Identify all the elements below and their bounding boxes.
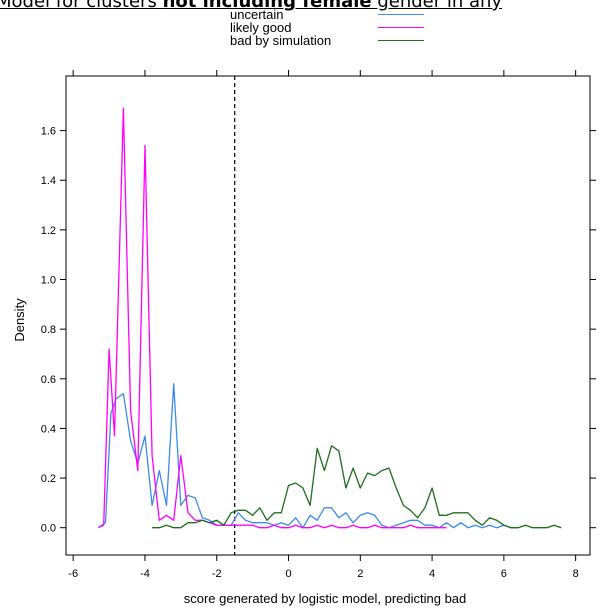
series-line-uncertain <box>97 383 519 529</box>
y-tick-label: 0.4 <box>41 423 56 435</box>
y-tick-label: 0.8 <box>41 324 56 336</box>
y-tick-label: 1.6 <box>41 126 56 138</box>
legend-item-bad-by-simulation: bad by simulation <box>230 33 424 48</box>
y-tick-label: 0.6 <box>41 374 56 386</box>
x-tick-label: -6 <box>68 568 78 580</box>
chart-axes: -6 -4 -2 0 2 4 6 8 0.0 0.2 0.4 0.6 0.8 1.0 1.2 1.4 1.6 <box>41 70 596 580</box>
chart-legend: uncertain likely good bad by simulation <box>230 7 424 48</box>
y-axis-label: Density <box>12 298 27 342</box>
y-tick-label: 0.0 <box>41 523 56 535</box>
legend-swatch-uncertain <box>378 14 424 15</box>
legend-swatch-bad-by-simulation <box>378 40 424 41</box>
banner-suffix: gender in any <box>371 0 503 12</box>
x-tick-label: 6 <box>501 568 507 580</box>
y-tick-label: 0.2 <box>41 473 56 485</box>
series-line-likely-good <box>98 107 447 529</box>
legend-label-bad-by-simulation: bad by simulation <box>230 33 332 48</box>
x-tick-label: 4 <box>429 568 435 580</box>
legend-swatch-likely-good <box>378 27 424 28</box>
legend-label-likely-good: likely good <box>230 20 292 35</box>
y-tick-label: 1.4 <box>41 175 56 187</box>
legend-item-likely-good: likely good <box>230 20 424 35</box>
legend-label-uncertain: uncertain <box>230 7 284 22</box>
x-tick-label: 2 <box>357 568 363 580</box>
banner-bold: not including female <box>162 0 372 12</box>
legend-item-uncertain: uncertain <box>230 7 424 22</box>
plot-frame <box>65 75 591 556</box>
page-banner: Model for clusters not including female … <box>0 0 603 12</box>
x-tick-label: 8 <box>573 568 579 580</box>
y-tick-label: 1.0 <box>41 275 56 287</box>
x-tick-label: -2 <box>212 568 222 580</box>
x-tick-label: 0 <box>285 568 291 580</box>
chart-series <box>97 107 562 529</box>
banner-prefix: Model for clusters <box>0 0 163 12</box>
series-line-bad-by-simulation <box>152 445 562 529</box>
x-axis-label: score generated by logistic model, predi… <box>184 591 467 606</box>
y-tick-label: 1.2 <box>41 225 56 237</box>
x-tick-label: -4 <box>140 568 150 580</box>
